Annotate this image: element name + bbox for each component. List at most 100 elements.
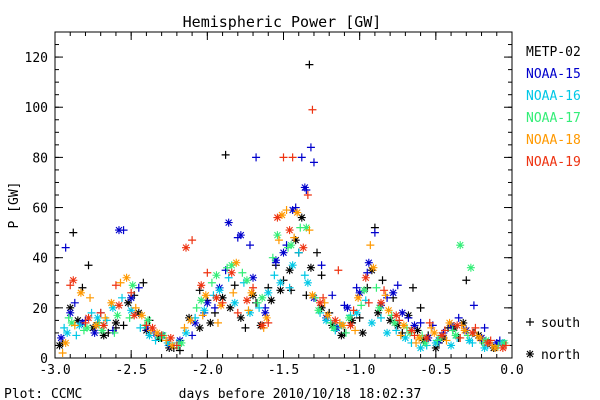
south-point (116, 278, 125, 287)
north-point (466, 263, 475, 272)
south-point (274, 236, 283, 245)
north-point (175, 336, 184, 345)
north-point (249, 273, 258, 282)
south-point (188, 236, 197, 245)
north-point (465, 336, 474, 345)
south-point (416, 318, 425, 327)
south-point (480, 323, 489, 332)
north-point (384, 306, 393, 315)
north-point (276, 278, 285, 287)
north-point (328, 321, 337, 330)
north-point (69, 276, 78, 285)
north-point (124, 298, 133, 307)
south-point (203, 268, 212, 277)
north-point (405, 328, 414, 337)
south-point (372, 283, 381, 292)
north-point (273, 231, 282, 240)
north-point (354, 293, 363, 302)
south-point (303, 191, 312, 199)
north-point (415, 333, 424, 342)
y-tick-label: 40 (32, 252, 48, 267)
south-point (229, 288, 238, 297)
north-point (127, 293, 136, 302)
south-point (230, 281, 239, 290)
north-point (468, 328, 477, 337)
y-tick-label: 60 (32, 202, 48, 217)
north-point (75, 321, 84, 330)
south-point (290, 233, 299, 242)
south-point (127, 288, 136, 297)
legend-entry: NOAA-18 (526, 133, 581, 148)
north-point (383, 328, 392, 337)
south-point (78, 283, 87, 292)
north-point (145, 331, 154, 340)
north-point (285, 226, 294, 235)
south-point (282, 206, 291, 215)
north-point (431, 338, 440, 347)
south-point (305, 226, 314, 235)
south-point (317, 271, 326, 280)
north-point (398, 308, 407, 317)
north-point (197, 281, 206, 290)
north-point (99, 331, 108, 340)
north-point (316, 298, 325, 307)
north-point (236, 313, 245, 322)
north-point (476, 333, 485, 342)
south-point (268, 253, 277, 262)
south-point (294, 248, 303, 257)
north-point (177, 338, 186, 347)
south-point (285, 283, 294, 292)
north-point (491, 343, 500, 352)
north-point (293, 208, 302, 217)
north-point (437, 331, 446, 340)
south-point (396, 331, 405, 340)
south-point (198, 311, 207, 320)
x-tick-label: -2.5 (116, 363, 147, 378)
north-point (480, 343, 489, 352)
north-point (500, 338, 509, 347)
north-point (337, 331, 346, 340)
north-point (76, 288, 85, 297)
legend-entry: NOAA-17 (526, 111, 581, 126)
north-point (345, 313, 354, 322)
south-point (131, 303, 140, 312)
north-point (421, 338, 430, 347)
north-point (82, 323, 91, 332)
north-point (195, 323, 204, 332)
north-point (227, 268, 236, 277)
north-point (261, 308, 270, 317)
north-point (299, 243, 308, 252)
south-point (381, 291, 390, 300)
north-point (232, 258, 241, 267)
south-point (416, 303, 425, 312)
axis-ticks: -3.0 -2.5 -2.0 -1.5 -1.0 -0.5 0.0 0 20 40 60 80 100 1… (25, 31, 524, 378)
south-point (218, 298, 227, 307)
marker-key: south north (526, 316, 580, 363)
legend-entry: NOAA-19 (526, 155, 581, 170)
north-point (185, 313, 194, 322)
south-point (364, 298, 373, 307)
south-point (111, 281, 120, 290)
north-point (300, 183, 309, 192)
north-point (288, 206, 297, 215)
chart-title: Hemispheric Power [GW] (183, 13, 382, 31)
north-point (306, 263, 315, 272)
north-point (212, 271, 221, 280)
north-point (242, 296, 251, 305)
north-point (182, 328, 191, 337)
north-point (242, 276, 251, 285)
north-point (137, 311, 146, 320)
legend-entry: NOAA-15 (526, 67, 581, 82)
north-point (453, 321, 462, 330)
north-point (262, 313, 271, 322)
x-tick-label: 0.0 (500, 363, 523, 378)
north-point (61, 338, 70, 347)
y-tick-label: 80 (32, 151, 48, 166)
south-point (244, 306, 253, 315)
north-point (99, 321, 108, 330)
north-point (93, 313, 102, 322)
south-point (110, 328, 119, 337)
north-point (163, 338, 172, 347)
south-point (241, 323, 250, 332)
south-point (279, 153, 288, 162)
